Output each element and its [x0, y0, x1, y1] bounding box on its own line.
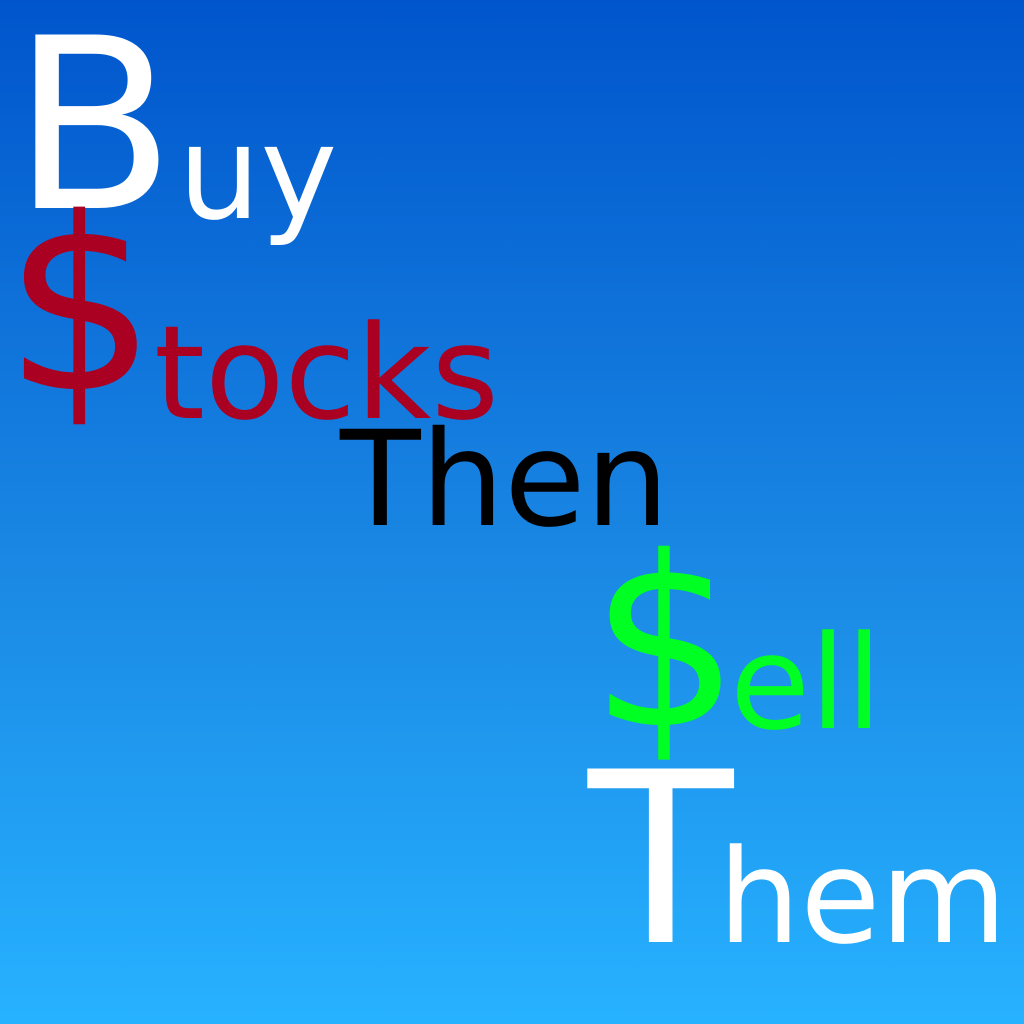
- stocks-initial-dollar-sign: $: [4, 166, 157, 446]
- buy-rest: uy: [178, 97, 338, 249]
- buy-initial: B: [12, 0, 176, 265]
- sell-rest: ell: [730, 607, 883, 759]
- then-text: Then: [340, 403, 670, 557]
- them-rest: hem: [718, 821, 1008, 973]
- sell-initial-dollar-sign: $: [590, 506, 741, 781]
- them-initial: T: [588, 722, 734, 999]
- stocks-rest: tocks: [154, 297, 499, 449]
